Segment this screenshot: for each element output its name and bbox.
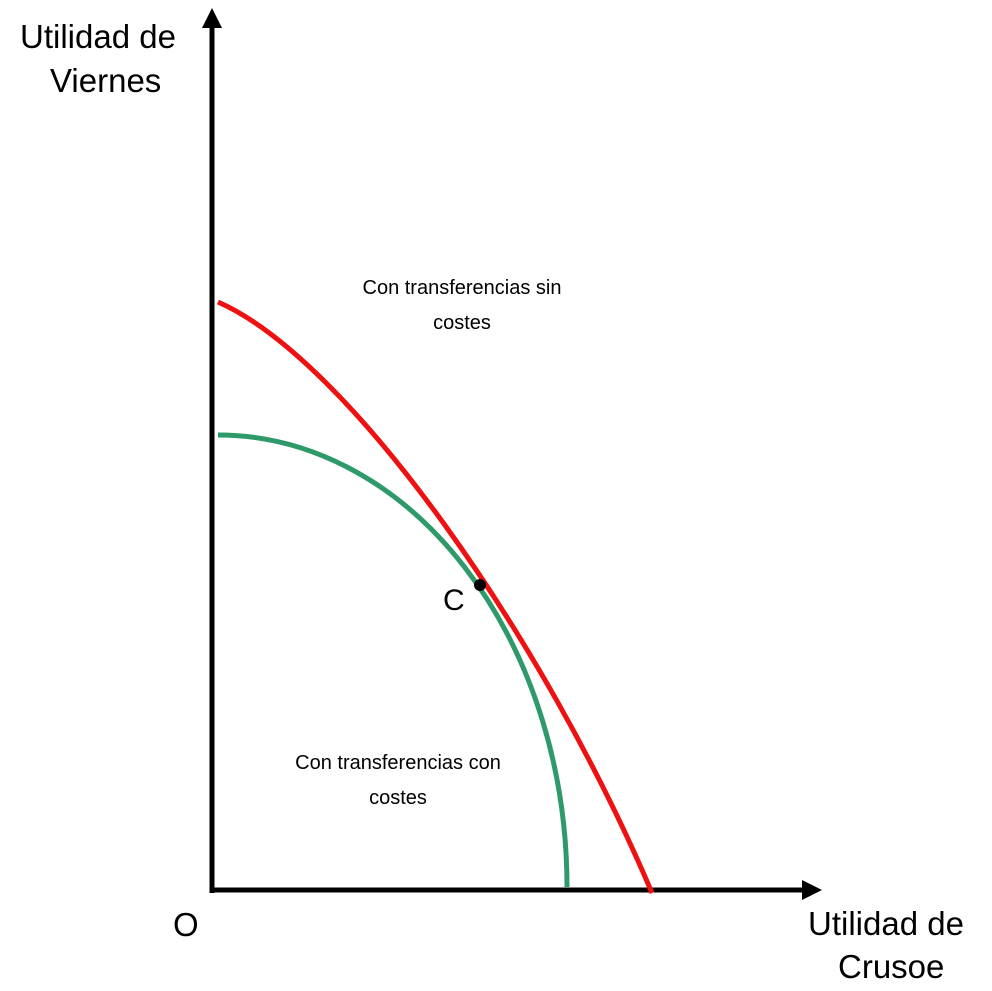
origin-label: O [173,906,199,943]
point-label: C [443,584,465,617]
curve-label: costes [433,312,491,334]
costless-frontier [216,299,655,894]
y-arrow [202,8,222,28]
costly-frontier [217,432,570,888]
y-label: Viernes [50,62,161,99]
curve-label: Con transferencias con [295,752,501,774]
curve-label: costes [369,787,427,809]
x-label: Utilidad de [808,905,964,942]
x-arrow [802,880,822,900]
x-label: Crusoe [838,948,944,985]
y-label: Utilidad de [20,18,176,55]
point-c [474,579,486,591]
curve-label: Con transferencias sin [363,277,562,299]
